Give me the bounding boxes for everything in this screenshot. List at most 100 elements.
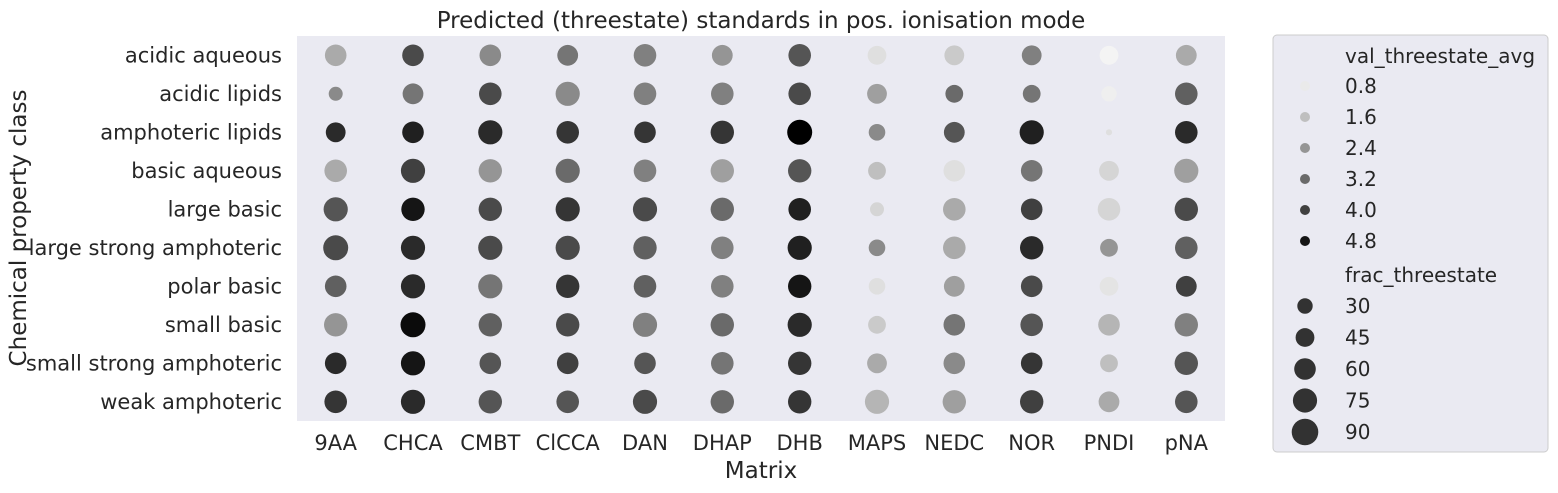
y-tick-label: acidic aqueous [125, 43, 282, 67]
data-point [1174, 197, 1199, 221]
data-point [711, 44, 733, 66]
data-point [868, 239, 886, 257]
data-point [632, 389, 658, 414]
data-point [1020, 160, 1043, 182]
legend: val_threestate_avg 0.8 1.6 2.4 3.2 4.0 4.8 fr… [1272, 34, 1549, 453]
plot-area [297, 36, 1225, 421]
data-point [1175, 44, 1197, 66]
data-point [1101, 86, 1117, 102]
legend-size-marker [1292, 388, 1318, 413]
data-point [787, 312, 812, 337]
data-point [788, 159, 812, 183]
legend-color-label: 4.0 [1345, 198, 1377, 222]
data-point [324, 352, 347, 375]
data-point [1175, 82, 1198, 106]
data-point [1097, 198, 1121, 221]
data-point [867, 83, 887, 104]
x-tick-label: DHAP [693, 431, 752, 455]
data-point [400, 389, 426, 414]
legend-size-label: 75 [1345, 389, 1370, 413]
data-point [400, 351, 426, 376]
data-point [325, 122, 346, 143]
data-point [1175, 236, 1198, 260]
data-point [633, 236, 657, 260]
data-point [1175, 390, 1198, 414]
data-point [1019, 236, 1044, 260]
data-point [1174, 158, 1199, 183]
data-point [1175, 275, 1197, 297]
data-point [633, 44, 657, 67]
data-point [324, 159, 348, 183]
data-point [788, 274, 812, 298]
x-tick-label: DAN [622, 431, 668, 455]
data-point [556, 121, 579, 144]
data-point [555, 235, 580, 260]
legend-box [1272, 34, 1549, 453]
data-point [1020, 313, 1043, 337]
legend-size-marker [1291, 418, 1319, 446]
data-point [1100, 238, 1118, 257]
x-tick-label: MAPS [848, 431, 906, 455]
data-point [867, 353, 887, 374]
data-point [945, 84, 964, 103]
data-point [478, 235, 503, 260]
data-point [710, 390, 734, 414]
y-tick-label: large strong amphoteric [29, 236, 282, 260]
legend-size-label: 30 [1345, 294, 1370, 318]
legend-size-marker [1297, 298, 1313, 314]
data-point [1021, 45, 1042, 66]
data-point [943, 236, 966, 260]
x-tick-label: CHCA [383, 431, 443, 455]
data-point [633, 159, 657, 183]
data-point [944, 45, 965, 66]
legend-color-label: 0.8 [1345, 74, 1377, 98]
x-tick-label: PNDI [1084, 431, 1135, 455]
legend-color-label: 3.2 [1345, 167, 1377, 191]
data-point [324, 44, 347, 67]
data-point [943, 352, 966, 375]
x-tick-label: CMBT [460, 431, 520, 455]
legend-size-label: 60 [1345, 357, 1370, 381]
data-point [1099, 276, 1119, 296]
data-point [556, 274, 580, 298]
data-point [479, 44, 502, 67]
y-tick-label: weak amphoteric [100, 390, 282, 414]
data-point [324, 275, 347, 298]
data-point [632, 197, 658, 222]
x-axis-label: Matrix [725, 458, 797, 484]
data-point [555, 158, 580, 183]
data-point [1020, 352, 1043, 375]
data-point [555, 81, 580, 106]
data-point [1099, 160, 1119, 181]
data-point [1100, 354, 1118, 373]
data-point [942, 390, 966, 414]
data-point [710, 197, 734, 221]
data-point [478, 197, 502, 221]
data-point [943, 275, 965, 297]
data-point [1020, 198, 1043, 221]
legend-color-marker [1300, 174, 1310, 184]
legend-size-entries: 30 45 60 75 90 [1291, 294, 1370, 446]
data-point [402, 83, 424, 105]
data-point [556, 390, 579, 414]
data-point [1019, 390, 1044, 414]
data-point [632, 312, 658, 337]
data-point [479, 352, 502, 375]
legend-color-entries: 0.8 1.6 2.4 3.2 4.0 4.8 [1300, 74, 1377, 253]
data-point [479, 82, 502, 106]
legend-color-marker [1300, 236, 1310, 246]
data-point [943, 198, 966, 221]
data-point [868, 161, 886, 180]
data-point [868, 124, 886, 141]
data-point [1098, 314, 1120, 336]
data-point [788, 44, 811, 67]
y-tick-label: polar basic [167, 274, 282, 298]
data-point [400, 274, 426, 299]
data-point [870, 202, 884, 217]
y-tick-label: basic aqueous [131, 159, 282, 183]
y-axis-label: Chemical property class [6, 90, 32, 367]
legend-size-marker [1295, 328, 1315, 347]
y-tick-label: amphoteric lipids [100, 120, 282, 144]
x-tick-label: ClCCA [536, 431, 601, 455]
data-point [943, 160, 966, 182]
